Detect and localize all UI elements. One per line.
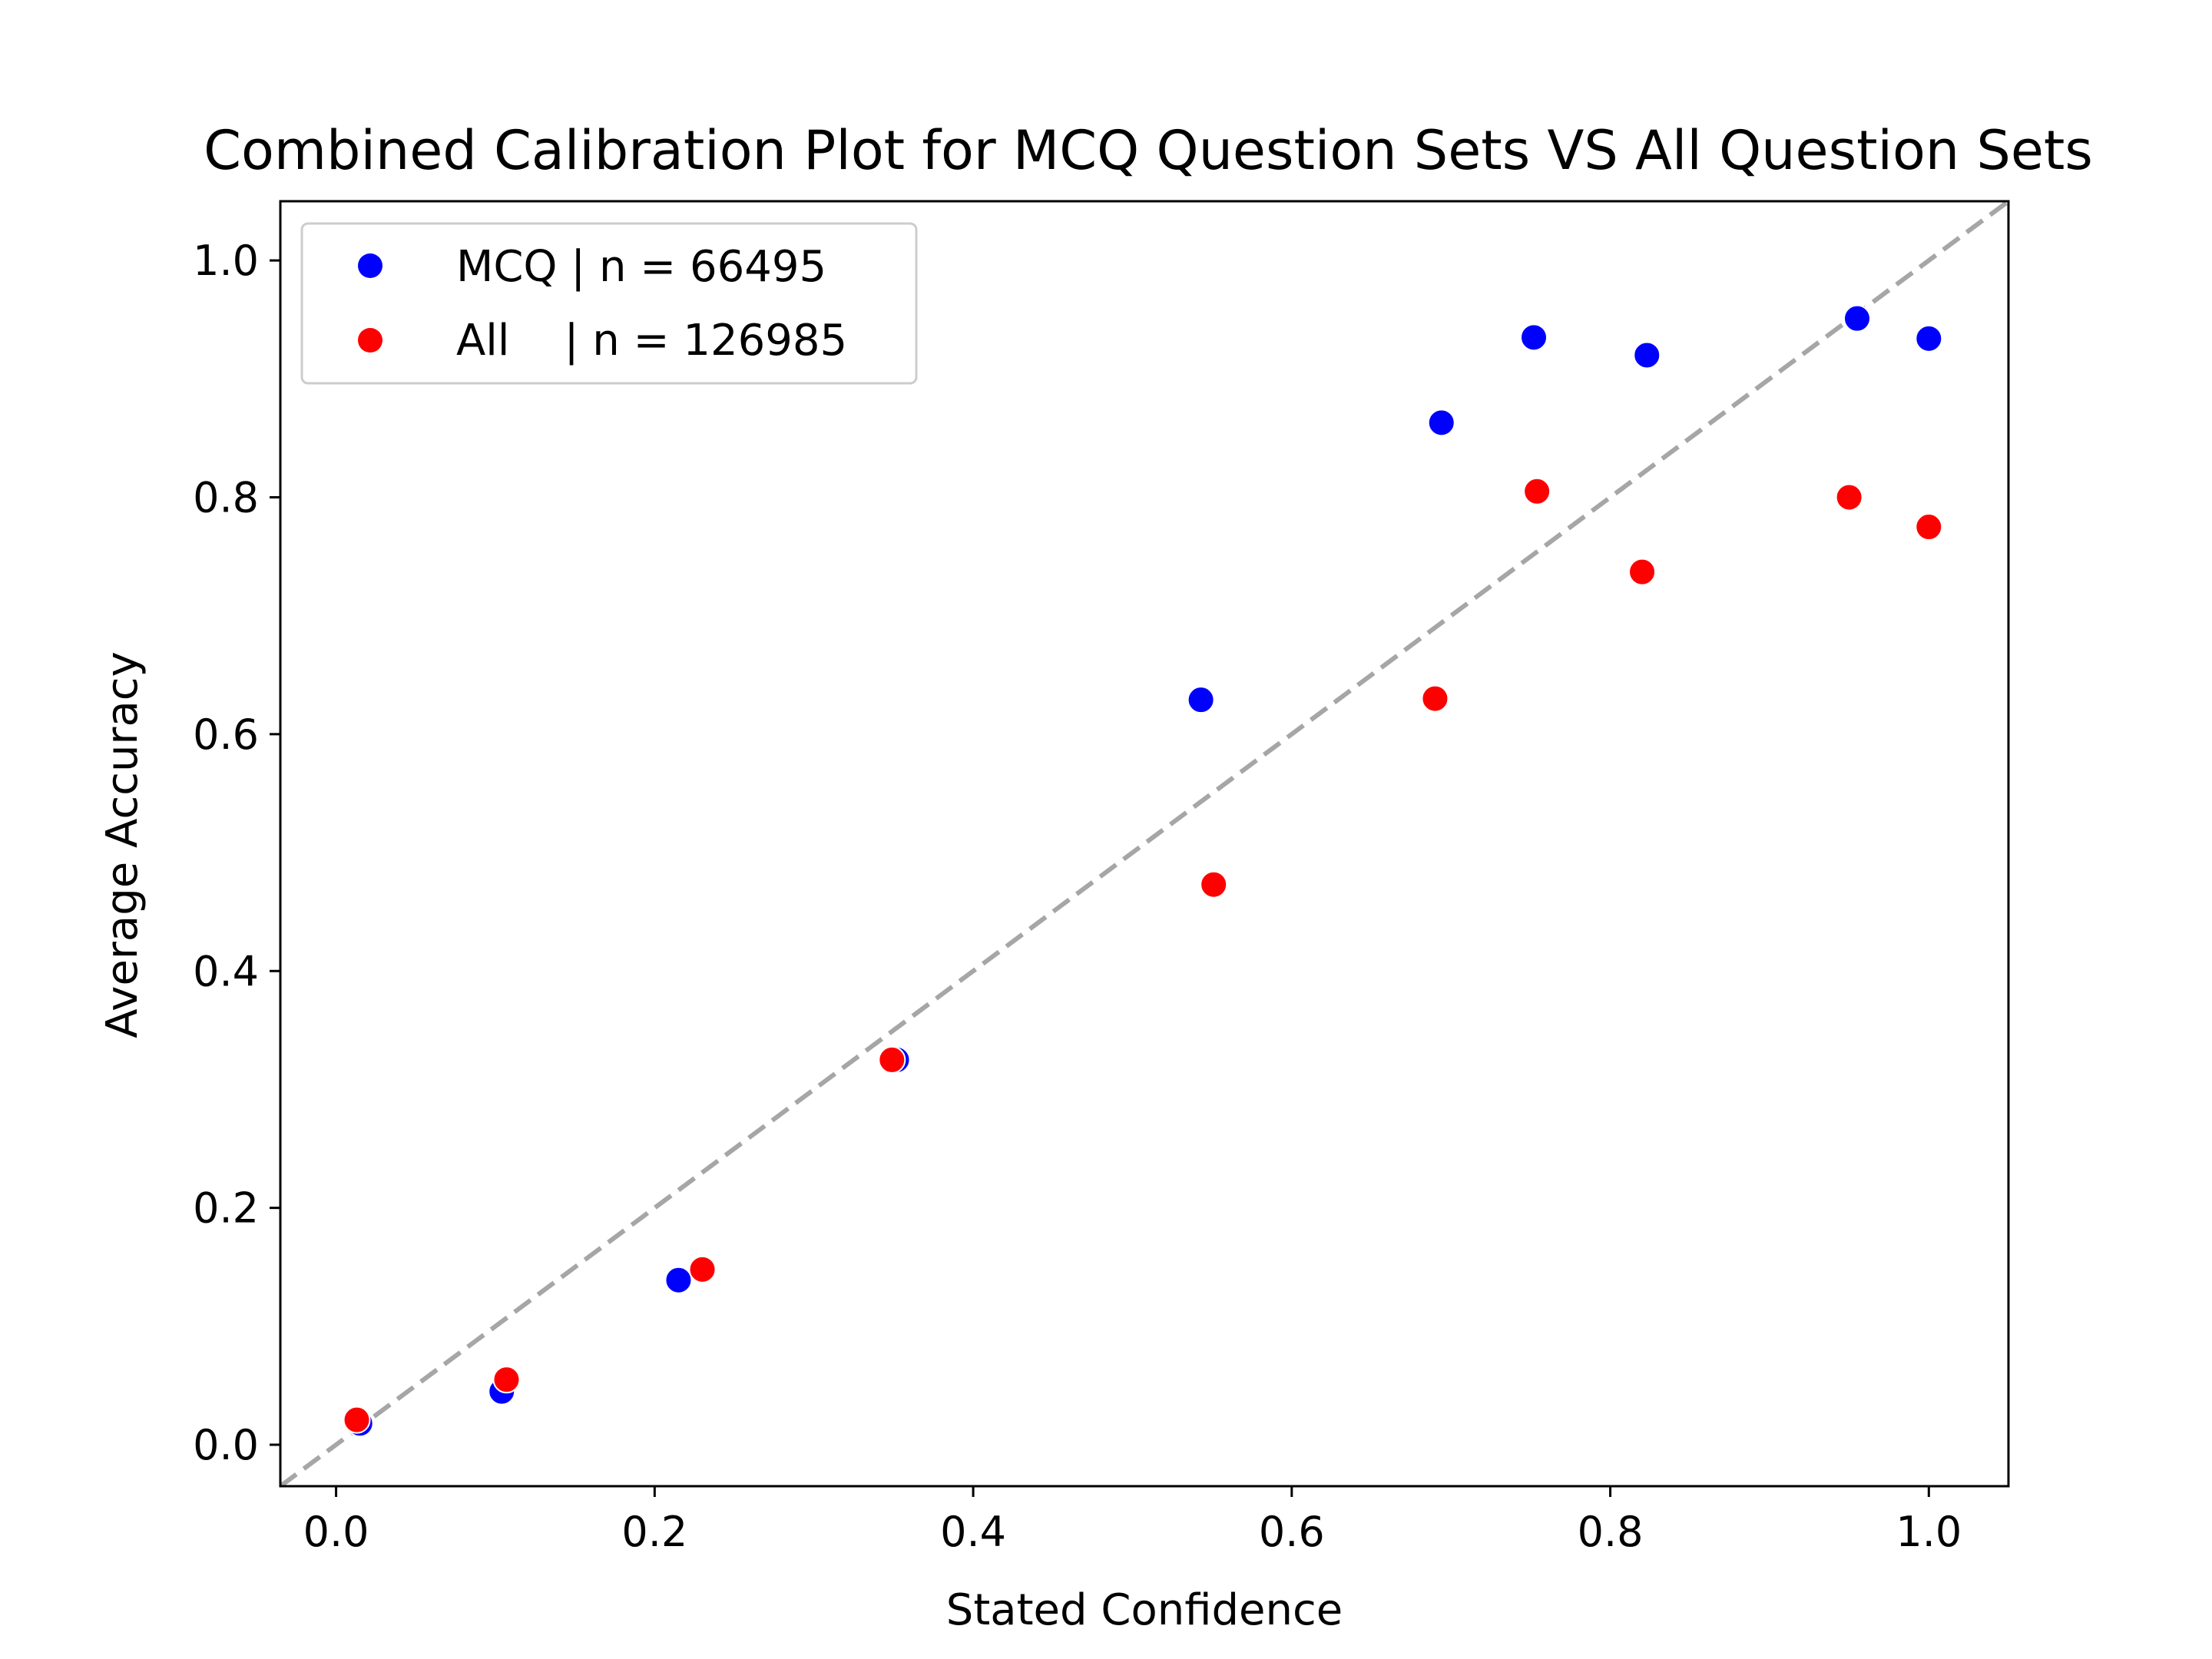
y-axis-ticks: 0.0 0.2 0.4 0.6 0.8 1.0 xyxy=(193,237,280,1469)
all-data-point xyxy=(1628,558,1657,586)
mcq-data-point xyxy=(1427,409,1455,437)
all-data-point xyxy=(688,1255,717,1283)
chart-title: Combined Calibration Plot for MCQ Questi… xyxy=(204,119,2093,182)
plot-area-frame xyxy=(279,200,2010,1488)
x-axis-ticks: 0.0 0.2 0.4 0.6 0.8 1.0 xyxy=(303,1486,1962,1556)
mcq-data-point xyxy=(1187,686,1215,714)
mcq-data-point xyxy=(1633,341,1661,369)
all-data-point xyxy=(878,1045,906,1074)
x-tick-label: 0.2 xyxy=(621,1508,687,1556)
all-data-point xyxy=(1915,513,1943,541)
mcq-data-point xyxy=(1520,323,1548,352)
legend: MCQ | n = 66495 All | n = 126985 xyxy=(300,222,918,385)
y-tick-label: 0.4 xyxy=(193,947,259,995)
x-tick-label: 0.8 xyxy=(1578,1508,1644,1556)
mcq-data-point xyxy=(664,1266,693,1294)
legend-box xyxy=(300,222,918,385)
y-tick-label: 0.6 xyxy=(193,710,259,759)
legend-label-mcq: MCQ | n = 66495 xyxy=(456,242,826,292)
all-data-point xyxy=(492,1366,521,1394)
y-tick-label: 0.8 xyxy=(193,473,259,522)
all-data-point xyxy=(1421,684,1449,713)
y-axis-label: Average Accuracy xyxy=(98,651,147,1038)
all-data-point xyxy=(1523,477,1551,505)
x-tick-label: 1.0 xyxy=(1896,1508,1962,1556)
perfect-calibration-line xyxy=(280,201,2008,1486)
legend-label-all: All | n = 126985 xyxy=(456,316,847,366)
y-tick-label: 0.2 xyxy=(193,1184,259,1233)
data-points-layer xyxy=(343,304,1943,1438)
all-data-point xyxy=(343,1406,371,1434)
x-tick-label: 0.4 xyxy=(940,1508,1006,1556)
all-data-point xyxy=(1200,870,1228,899)
all-data-point xyxy=(1835,483,1863,512)
x-tick-label: 0.6 xyxy=(1259,1508,1325,1556)
y-tick-label: 1.0 xyxy=(193,237,259,285)
y-tick-label: 0.0 xyxy=(193,1421,259,1469)
mcq-data-point xyxy=(1843,304,1871,333)
x-axis-label: Stated Confidence xyxy=(946,1585,1343,1635)
legend-marker-all xyxy=(358,328,382,353)
x-tick-label: 0.0 xyxy=(303,1508,369,1556)
legend-marker-mcq xyxy=(358,253,382,278)
mcq-data-point xyxy=(1915,324,1943,353)
